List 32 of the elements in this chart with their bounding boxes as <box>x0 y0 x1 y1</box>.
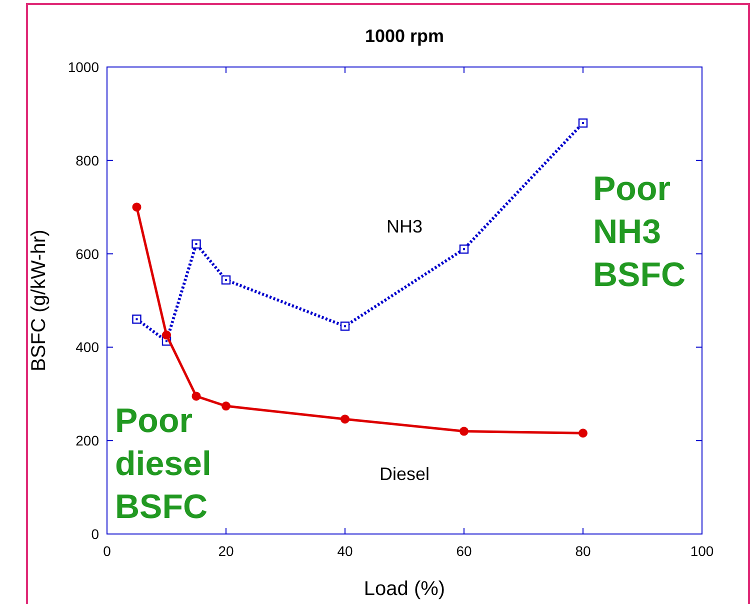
x-axis-title: Load (%) <box>364 578 446 600</box>
point <box>132 314 142 324</box>
point <box>340 322 350 331</box>
point <box>132 202 142 212</box>
annotation: Poor NH3 BSFC <box>593 170 686 294</box>
point <box>578 118 588 128</box>
point <box>459 244 469 254</box>
text: Diesel <box>379 464 430 484</box>
x-tick-label: 60 <box>456 543 472 559</box>
point <box>460 426 468 436</box>
x-tick-label: 100 <box>690 543 714 559</box>
point <box>340 414 350 424</box>
x-tick-label: 20 <box>218 543 234 559</box>
series-label: NH3 <box>386 216 423 237</box>
y-tick-label: 1000 <box>68 59 100 75</box>
y-axis-title: BSFC (g/kW-hr) <box>28 230 50 372</box>
y-tick-label: 800 <box>76 152 100 168</box>
point <box>222 402 230 411</box>
annotation: Poor diesel BSFC <box>115 402 212 526</box>
y-tick-label: 600 <box>76 246 100 262</box>
point <box>192 392 201 401</box>
point <box>162 330 171 340</box>
y-tick-label: 400 <box>76 339 100 356</box>
y-tick-label: 0 <box>91 526 100 542</box>
point <box>578 428 588 438</box>
x-tick-label: 40 <box>337 543 353 559</box>
point <box>221 275 231 285</box>
point <box>192 239 201 249</box>
x-tick-label: 80 <box>575 543 591 559</box>
x-tick-label: 0 <box>103 543 112 559</box>
y-tick-label: 200 <box>76 432 100 449</box>
chart-title: 1000 rpm <box>364 26 444 46</box>
